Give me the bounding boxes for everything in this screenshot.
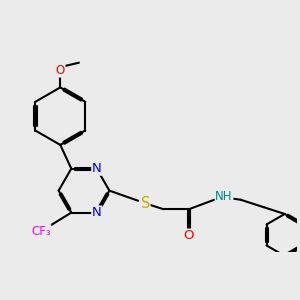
Text: S: S <box>140 196 150 211</box>
Text: N: N <box>92 206 102 219</box>
Text: NH: NH <box>215 190 233 203</box>
Text: O: O <box>184 229 194 242</box>
Text: N: N <box>92 162 102 175</box>
Text: O: O <box>56 64 65 77</box>
Text: CF₃: CF₃ <box>31 225 51 238</box>
